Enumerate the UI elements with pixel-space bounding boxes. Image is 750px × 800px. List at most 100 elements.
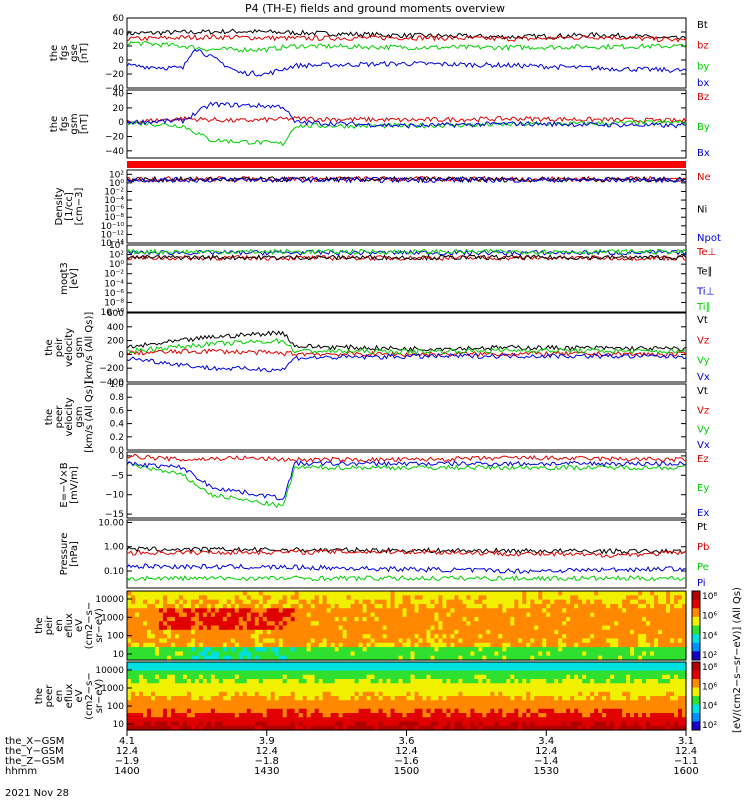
heatmap-cell — [414, 651, 420, 657]
heatmap-cell — [570, 591, 575, 596]
heatmap-cell — [318, 655, 324, 661]
heatmap-cell — [382, 708, 388, 714]
heatmap-cell — [566, 713, 571, 718]
heatmap-cell — [478, 721, 483, 727]
heatmap-cell — [626, 696, 631, 701]
heatmap-cell — [634, 700, 639, 706]
heatmap-cell — [346, 683, 352, 689]
legend-Bt: Bt — [697, 20, 708, 31]
heatmap-cell — [358, 599, 364, 605]
heatmap-cell — [394, 651, 400, 657]
heatmap-cell — [218, 629, 224, 635]
heatmap-cell — [658, 638, 663, 644]
heatmap-cell — [674, 721, 679, 727]
legend-Vx: Vx — [697, 372, 710, 383]
heatmap-cell — [610, 674, 615, 680]
heatmap-cell — [250, 608, 256, 614]
heatmap-cell — [362, 621, 368, 627]
heatmap-cell — [294, 595, 300, 601]
heatmap-cell — [374, 704, 380, 710]
heatmap-cell — [242, 725, 248, 731]
heatmap-cell — [406, 704, 412, 710]
heatmap-cell — [650, 612, 655, 618]
heatmap-cell — [262, 651, 268, 657]
heatmap-cell — [298, 629, 304, 635]
heatmap-cell — [454, 691, 459, 697]
heatmap-cell — [282, 642, 288, 648]
heatmap-cell — [554, 595, 559, 601]
y-tick-label: −10 — [105, 491, 124, 501]
heatmap-cell — [350, 666, 356, 672]
heatmap-cell — [198, 696, 204, 701]
heatmap-cell — [522, 634, 527, 640]
heatmap-cell — [246, 721, 252, 727]
heatmap-cell — [550, 642, 555, 648]
heatmap-cell — [230, 612, 236, 618]
heatmap-cell — [362, 696, 368, 701]
colorbar-tick: 10² — [702, 721, 717, 731]
heatmap-cell — [490, 679, 495, 684]
heatmap-cell — [394, 704, 400, 710]
heatmap-cell — [218, 687, 224, 693]
heatmap-cell — [194, 642, 200, 648]
heatmap-cell — [382, 721, 388, 727]
heatmap-cell — [374, 642, 380, 648]
heatmap-cell — [598, 655, 603, 661]
heatmap-cell — [402, 717, 408, 723]
heatmap-cell — [458, 683, 463, 689]
heatmap-cell — [610, 591, 615, 596]
heatmap-cell — [466, 725, 471, 731]
colorbar-segment — [692, 634, 700, 644]
heatmap-cell — [670, 679, 675, 684]
heatmap-cell — [390, 647, 396, 652]
heatmap-cell — [402, 591, 408, 596]
heatmap-cell — [230, 595, 236, 601]
heatmap-cell — [402, 691, 408, 697]
heatmap-cell — [186, 679, 192, 684]
heatmap-cell — [142, 708, 148, 714]
heatmap-cell — [370, 717, 376, 723]
heatmap-cell — [422, 717, 428, 723]
heatmap-cell — [638, 725, 643, 731]
heatmap-cell — [306, 687, 312, 693]
heatmap-cell — [566, 679, 571, 684]
heatmap-cell — [490, 629, 495, 635]
heatmap-cell — [306, 691, 312, 697]
heatmap-cell — [266, 595, 272, 601]
heatmap-cell — [246, 655, 252, 661]
xaxis-value: 3.1 — [678, 736, 694, 747]
heatmap-cell — [390, 595, 396, 601]
heatmap-cell — [338, 713, 344, 718]
heatmap-cell — [394, 687, 400, 693]
heatmap-cell — [378, 679, 384, 684]
heatmap-cell — [374, 651, 380, 657]
y-tick-label: 10000 — [95, 666, 124, 676]
heatmap-cell — [534, 670, 539, 676]
heatmap-cell — [642, 696, 647, 701]
heatmap-cell — [522, 638, 527, 644]
heatmap-cell — [170, 603, 176, 609]
heatmap-cell — [258, 625, 264, 631]
heatmap-cell — [574, 591, 579, 596]
heatmap-cell — [142, 629, 148, 635]
heatmap-cell — [362, 708, 368, 714]
heatmap-cell — [666, 713, 671, 718]
heatmap-cell — [590, 616, 595, 622]
heatmap-cell — [674, 599, 679, 605]
heatmap-cell — [450, 708, 456, 714]
heatmap-cell — [606, 608, 611, 614]
heatmap-cell — [666, 662, 671, 667]
heatmap-cell — [146, 651, 152, 657]
heatmap-cell — [670, 616, 675, 622]
heatmap-cell — [246, 666, 252, 672]
heatmap-cell — [266, 634, 272, 640]
heatmap-cell — [494, 662, 499, 667]
heatmap-cell — [406, 700, 412, 706]
heatmap-cell — [514, 708, 519, 714]
heatmap-cell — [662, 625, 667, 631]
heatmap-cell — [350, 700, 356, 706]
heatmap-cell — [190, 616, 196, 622]
heatmap-cell — [254, 725, 260, 731]
heatmap-cell — [438, 629, 444, 635]
heatmap-cell — [374, 621, 380, 627]
